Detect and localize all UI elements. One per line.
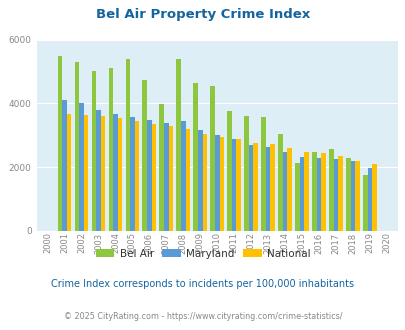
Bar	[294, 163, 299, 231]
Bar	[333, 159, 337, 231]
Bar	[62, 100, 67, 231]
Bar	[108, 68, 113, 231]
Bar	[320, 153, 325, 231]
Bar	[337, 156, 342, 231]
Bar	[147, 120, 151, 231]
Bar	[299, 157, 304, 231]
Text: Bel Air Property Crime Index: Bel Air Property Crime Index	[96, 8, 309, 21]
Bar	[311, 152, 316, 231]
Text: Crime Index corresponds to incidents per 100,000 inhabitants: Crime Index corresponds to incidents per…	[51, 279, 354, 289]
Bar	[164, 122, 168, 231]
Bar	[210, 85, 214, 231]
Bar	[83, 115, 88, 231]
Bar	[277, 134, 282, 231]
Bar	[202, 134, 207, 231]
Bar	[316, 158, 320, 231]
Bar	[117, 118, 122, 231]
Bar	[282, 151, 287, 231]
Bar	[260, 117, 265, 231]
Bar	[231, 140, 236, 231]
Bar	[328, 149, 333, 231]
Bar	[92, 71, 96, 231]
Bar	[185, 129, 190, 231]
Bar	[253, 143, 257, 231]
Bar	[367, 169, 371, 231]
Bar	[219, 137, 224, 231]
Bar	[159, 104, 164, 231]
Bar	[113, 114, 117, 231]
Bar	[193, 83, 198, 231]
Bar	[67, 114, 71, 231]
Bar	[125, 59, 130, 231]
Bar	[198, 130, 202, 231]
Bar	[96, 110, 100, 231]
Bar	[304, 151, 308, 231]
Text: © 2025 CityRating.com - https://www.cityrating.com/crime-statistics/: © 2025 CityRating.com - https://www.city…	[64, 312, 341, 321]
Bar	[227, 111, 231, 231]
Bar	[75, 62, 79, 231]
Bar	[345, 158, 350, 231]
Bar	[236, 139, 241, 231]
Bar	[214, 135, 219, 231]
Bar	[79, 103, 83, 231]
Bar	[244, 116, 248, 231]
Bar	[176, 59, 181, 231]
Bar	[350, 160, 354, 231]
Bar	[151, 124, 156, 231]
Bar	[265, 147, 270, 231]
Bar	[181, 121, 185, 231]
Bar	[287, 148, 291, 231]
Bar	[362, 175, 367, 231]
Bar	[168, 126, 173, 231]
Bar	[270, 144, 274, 231]
Bar	[371, 164, 376, 231]
Bar	[130, 117, 134, 231]
Bar	[354, 160, 359, 231]
Bar	[100, 116, 105, 231]
Bar	[142, 81, 147, 231]
Bar	[134, 121, 139, 231]
Bar	[58, 56, 62, 231]
Legend: Bel Air, Maryland, National: Bel Air, Maryland, National	[91, 245, 314, 263]
Bar	[248, 145, 253, 231]
